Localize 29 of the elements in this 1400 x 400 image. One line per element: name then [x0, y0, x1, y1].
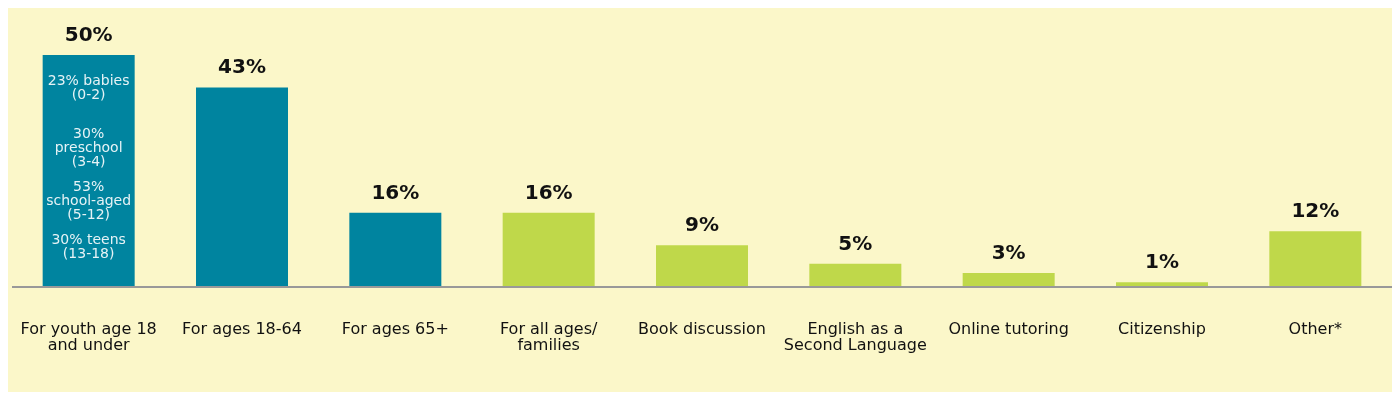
annotation: 53% school-aged (5-12): [46, 177, 132, 222]
x-tick-label: For ages 18-64: [182, 319, 302, 339]
data-label: 16%: [524, 179, 573, 204]
x-tick-label: For youth age 18 and under: [20, 319, 157, 355]
bar: [196, 87, 288, 287]
bar: [962, 273, 1055, 287]
annotation: 30% preschool (3-4): [54, 124, 123, 169]
x-tick-label: For all ages/ families: [499, 319, 598, 355]
annotation: 23% babies (0-2): [47, 71, 130, 102]
x-tick-label: For ages 65+: [341, 319, 449, 339]
bar: [656, 245, 748, 287]
bar: [809, 263, 902, 287]
data-label: 12%: [1291, 198, 1340, 223]
x-tick-label: Citizenship: [1118, 319, 1206, 339]
x-tick-label: Online tutoring: [948, 319, 1069, 339]
bar: [502, 212, 595, 287]
x-tick-label: Book discussion: [638, 319, 766, 339]
x-tick-label: English as a Second Language: [783, 319, 927, 355]
annotation: 30% teens (13-18): [51, 230, 126, 261]
data-label: 50%: [64, 22, 113, 46]
data-label: 43%: [218, 54, 266, 79]
bar: [349, 212, 442, 287]
data-label: 9%: [685, 212, 719, 237]
x-tick-label: Other*: [1288, 319, 1343, 339]
data-label: 16%: [371, 179, 420, 204]
data-label: 1%: [1145, 249, 1179, 274]
data-label: 5%: [838, 230, 873, 255]
data-label: 3%: [991, 240, 1026, 265]
bar: [1269, 231, 1362, 287]
